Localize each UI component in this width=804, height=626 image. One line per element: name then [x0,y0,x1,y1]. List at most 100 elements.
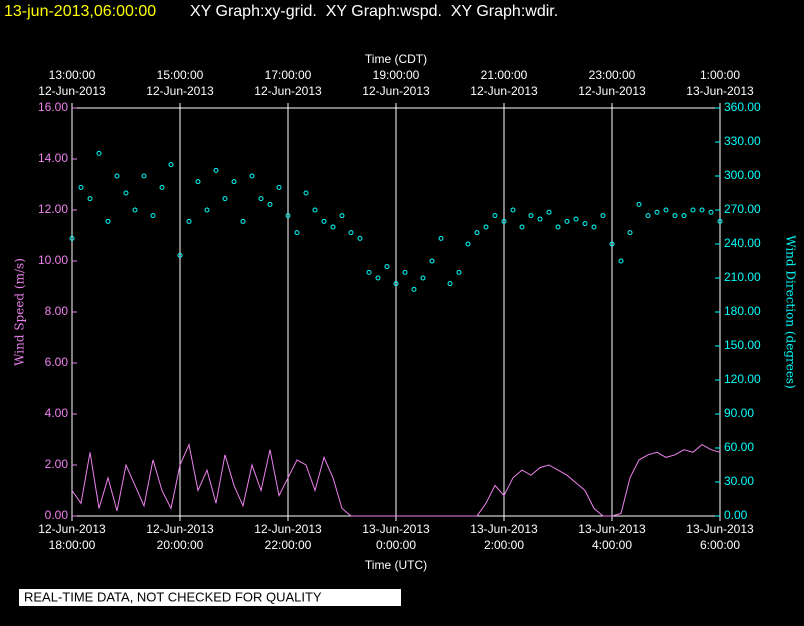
wdir-point [438,235,444,241]
wdir-point [429,258,435,264]
x-tick-label: 20:00:00 [157,538,204,552]
x2-tick-label: 21:00:00 [481,68,528,82]
wdir-point [285,213,291,219]
wdir-point [150,213,156,219]
wdir-point [708,209,714,215]
wdir-point [510,207,516,213]
x2-tick-label: 23:00:00 [589,68,636,82]
y2-tick-label: 60.00 [724,440,754,454]
wdir-point [258,196,264,202]
wdir-point [141,173,147,179]
x-tick-label: 4:00:00 [592,538,632,552]
y2-tick-label: 180.00 [724,304,761,318]
y2-tick-label: 360.00 [724,100,761,114]
wdir-point [627,230,633,236]
wdir-point [114,173,120,179]
wdir-point [294,230,300,236]
wdir-point [555,224,561,230]
wdir-point [420,275,426,281]
wdir-point [564,218,570,224]
y2-tick-label: 90.00 [724,406,754,420]
wdir-point [231,179,237,185]
wdir-point [465,241,471,247]
wdir-point [573,216,579,222]
y-tick-label: 10.00 [38,253,68,267]
x2-axis-label: Time (CDT) [365,52,427,66]
wdir-point [303,190,309,196]
x-tick-label: 13-Jun-2013 [686,522,754,536]
wdir-point [339,213,345,219]
x-tick-label: 13-Jun-2013 [470,522,538,536]
y-axis-label: Wind Speed (m/s) [13,258,27,366]
x2-tick-label: 12-Jun-2013 [362,84,430,98]
title-time: 13-jun-2013,06:00:00 [4,3,156,20]
y-tick-label: 14.00 [38,151,68,165]
wdir-point [537,216,543,222]
wdir-point [357,235,363,241]
y2-axis-label: Wind Direction (degrees) [784,235,798,389]
x2-tick-label: 12-Jun-2013 [470,84,538,98]
x-tick-label: 0:00:00 [376,538,416,552]
wdir-point [501,218,507,224]
wdir-point [213,167,219,173]
wdir-point [384,264,390,270]
wdir-point [276,184,282,190]
wdir-point [222,196,228,202]
wdir-point [699,207,705,213]
x-tick-label: 12-Jun-2013 [254,522,322,536]
wdir-point [411,286,417,292]
x2-tick-label: 17:00:00 [265,68,312,82]
wdir-point [366,269,372,275]
wdir-point [321,218,327,224]
wdir-point [636,201,642,207]
wdir-point [105,218,111,224]
wdir-point [348,230,354,236]
y-tick-label: 8.00 [45,304,69,318]
wdir-point [330,224,336,230]
x2-tick-label: 12-Jun-2013 [254,84,322,98]
wdir-point [87,196,93,202]
x2-tick-label: 12-Jun-2013 [146,84,214,98]
y2-tick-label: 30.00 [724,474,754,488]
wdir-point [195,179,201,185]
wdir-point [474,230,480,236]
y-tick-label: 16.00 [38,100,68,114]
x-tick-label: 13-Jun-2013 [362,522,430,536]
wdir-point [600,213,606,219]
y2-tick-label: 270.00 [724,202,761,216]
wdir-point [447,281,453,287]
y-tick-label: 4.00 [45,406,69,420]
wdir-point [717,218,723,224]
wdir-point [132,207,138,213]
x2-tick-label: 13:00:00 [49,68,96,82]
y-tick-label: 0.00 [45,508,69,522]
wdir-point [123,190,129,196]
x-tick-label: 12-Jun-2013 [146,522,214,536]
wdir-point [645,213,651,219]
wdir-point [240,218,246,224]
wdir-point [483,224,489,230]
wdir-point [681,213,687,219]
wdir-point [690,207,696,213]
chart-title: XY Graph:xy-grid. XY Graph:wspd. XY Grap… [190,3,558,20]
wdir-point [249,173,255,179]
x-tick-label: 12-Jun-2013 [38,522,106,536]
wspd-line [71,442,721,517]
y2-tick-label: 210.00 [724,270,761,284]
y2-tick-label: 150.00 [724,338,761,352]
wdir-point [528,213,534,219]
wdir-point [654,209,660,215]
wdir-point [519,224,525,230]
wdir-point [672,213,678,219]
x-tick-label: 6:00:00 [700,538,740,552]
x2-tick-label: 1:00:00 [700,68,740,82]
x-tick-label: 18:00:00 [49,538,96,552]
wdir-point [78,184,84,190]
wdir-point [402,269,408,275]
footer-box [19,589,401,606]
x2-tick-label: 15:00:00 [157,68,204,82]
x2-tick-label: 12-Jun-2013 [38,84,106,98]
wdir-point [591,224,597,230]
